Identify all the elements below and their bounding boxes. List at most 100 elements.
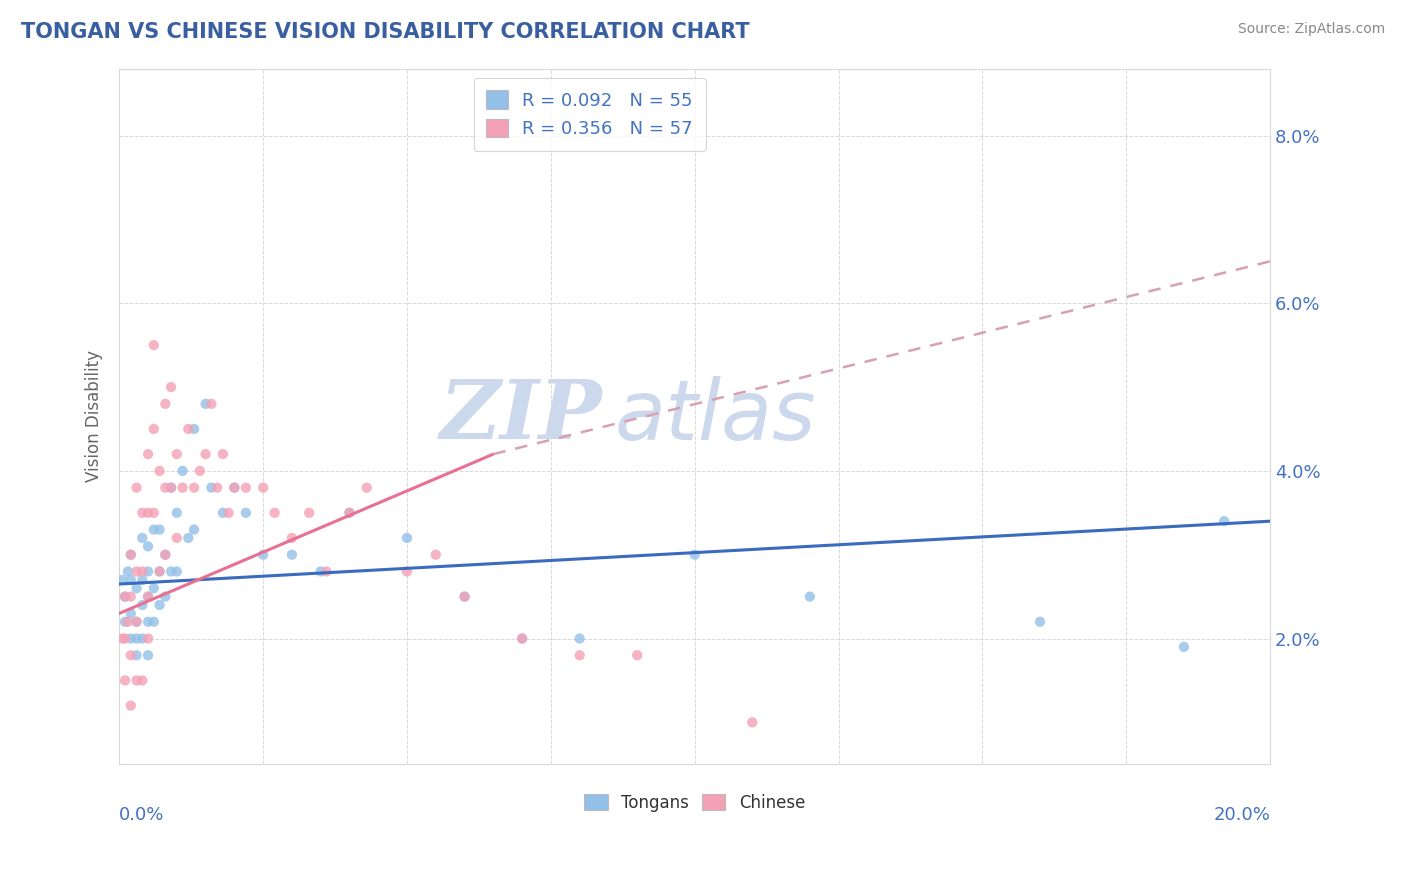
- Point: [194, 397, 217, 411]
- Point: [395, 565, 418, 579]
- Point: [183, 481, 205, 495]
- Point: [125, 673, 148, 688]
- Point: [111, 573, 134, 587]
- Point: [799, 590, 821, 604]
- Point: [339, 506, 361, 520]
- Point: [142, 581, 165, 595]
- Point: [166, 531, 188, 545]
- Point: [131, 565, 153, 579]
- Text: ZIP: ZIP: [440, 376, 603, 457]
- Point: [172, 464, 194, 478]
- Point: [160, 481, 183, 495]
- Point: [177, 422, 200, 436]
- Point: [114, 632, 136, 646]
- Text: Source: ZipAtlas.com: Source: ZipAtlas.com: [1237, 22, 1385, 37]
- Point: [136, 506, 159, 520]
- Point: [136, 648, 159, 663]
- Point: [117, 615, 139, 629]
- Point: [172, 481, 194, 495]
- Point: [281, 531, 304, 545]
- Point: [188, 464, 211, 478]
- Point: [148, 523, 170, 537]
- Point: [212, 506, 235, 520]
- Point: [155, 548, 177, 562]
- Point: [160, 380, 183, 394]
- Point: [425, 548, 447, 562]
- Point: [125, 615, 148, 629]
- Point: [131, 673, 153, 688]
- Point: [148, 565, 170, 579]
- Point: [1213, 514, 1236, 528]
- Point: [160, 565, 183, 579]
- Point: [125, 481, 148, 495]
- Point: [510, 632, 533, 646]
- Text: atlas: atlas: [614, 376, 815, 457]
- Point: [131, 632, 153, 646]
- Point: [263, 506, 285, 520]
- Point: [235, 506, 257, 520]
- Point: [309, 565, 332, 579]
- Point: [1029, 615, 1052, 629]
- Point: [218, 506, 240, 520]
- Point: [114, 590, 136, 604]
- Point: [212, 447, 235, 461]
- Point: [117, 565, 139, 579]
- Point: [453, 590, 475, 604]
- Point: [453, 590, 475, 604]
- Point: [339, 506, 361, 520]
- Point: [252, 481, 274, 495]
- Point: [136, 565, 159, 579]
- Point: [148, 598, 170, 612]
- Point: [114, 673, 136, 688]
- Point: [125, 615, 148, 629]
- Point: [148, 565, 170, 579]
- Point: [120, 607, 142, 621]
- Point: [568, 648, 591, 663]
- Text: 20.0%: 20.0%: [1213, 806, 1270, 824]
- Point: [183, 422, 205, 436]
- Point: [136, 447, 159, 461]
- Y-axis label: Vision Disability: Vision Disability: [86, 351, 103, 483]
- Point: [142, 338, 165, 352]
- Point: [131, 598, 153, 612]
- Point: [741, 715, 763, 730]
- Point: [205, 481, 228, 495]
- Point: [626, 648, 648, 663]
- Point: [114, 590, 136, 604]
- Point: [120, 632, 142, 646]
- Point: [142, 523, 165, 537]
- Point: [136, 632, 159, 646]
- Point: [120, 590, 142, 604]
- Point: [155, 397, 177, 411]
- Point: [136, 590, 159, 604]
- Point: [136, 615, 159, 629]
- Point: [235, 481, 257, 495]
- Point: [166, 506, 188, 520]
- Text: TONGAN VS CHINESE VISION DISABILITY CORRELATION CHART: TONGAN VS CHINESE VISION DISABILITY CORR…: [21, 22, 749, 42]
- Point: [356, 481, 378, 495]
- Point: [155, 481, 177, 495]
- Point: [142, 615, 165, 629]
- Text: 0.0%: 0.0%: [120, 806, 165, 824]
- Point: [177, 531, 200, 545]
- Point: [155, 548, 177, 562]
- Point: [120, 548, 142, 562]
- Point: [136, 590, 159, 604]
- Point: [120, 573, 142, 587]
- Point: [136, 539, 159, 553]
- Point: [125, 581, 148, 595]
- Point: [200, 397, 222, 411]
- Point: [160, 481, 183, 495]
- Point: [568, 632, 591, 646]
- Point: [224, 481, 246, 495]
- Point: [194, 447, 217, 461]
- Point: [683, 548, 706, 562]
- Point: [1173, 640, 1195, 654]
- Point: [125, 648, 148, 663]
- Point: [131, 506, 153, 520]
- Point: [224, 481, 246, 495]
- Point: [120, 548, 142, 562]
- Point: [315, 565, 337, 579]
- Point: [298, 506, 321, 520]
- Point: [155, 590, 177, 604]
